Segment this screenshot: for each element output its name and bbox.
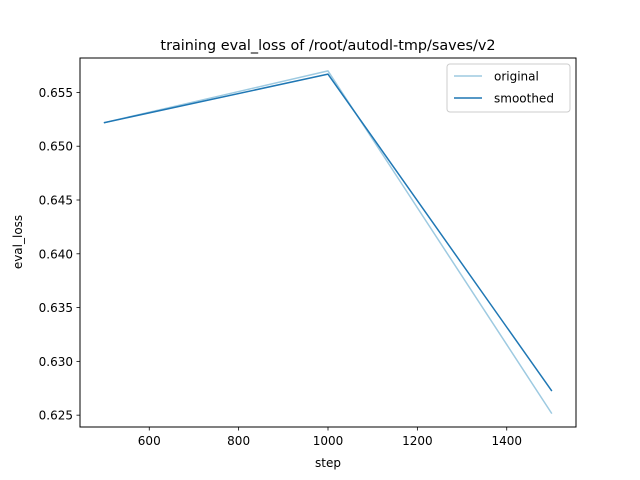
legend: original smoothed [446, 63, 571, 113]
x-tick-label: 1000 [313, 434, 344, 448]
y-tick-label: 0.650 [39, 140, 73, 154]
x-tick-label: 1400 [491, 434, 522, 448]
series-line-smoothed [103, 73, 553, 392]
legend-label-smoothed: smoothed [494, 92, 554, 106]
plot-lines [103, 70, 553, 415]
y-axis-label: eval_loss [11, 215, 25, 269]
x-tick-label: 800 [227, 434, 250, 448]
y-tick-label: 0.640 [39, 247, 73, 261]
y-axis: 0.625 0.630 0.635 0.640 0.645 0.650 0.655 [39, 86, 80, 423]
y-tick-label: 0.625 [39, 409, 73, 423]
x-axis-label: step [315, 456, 341, 470]
x-tick-label: 600 [138, 434, 161, 448]
y-tick-label: 0.645 [39, 194, 73, 208]
x-axis: 600 800 1000 1200 1400 [138, 427, 522, 448]
y-tick-label: 0.635 [39, 301, 73, 315]
y-tick-label: 0.630 [39, 355, 73, 369]
x-tick-label: 1200 [402, 434, 433, 448]
y-tick-label: 0.655 [39, 86, 73, 100]
legend-label-original: original [494, 70, 539, 84]
chart-title: training eval_loss of /root/autodl-tmp/s… [160, 38, 495, 54]
series-line-original [103, 70, 553, 415]
